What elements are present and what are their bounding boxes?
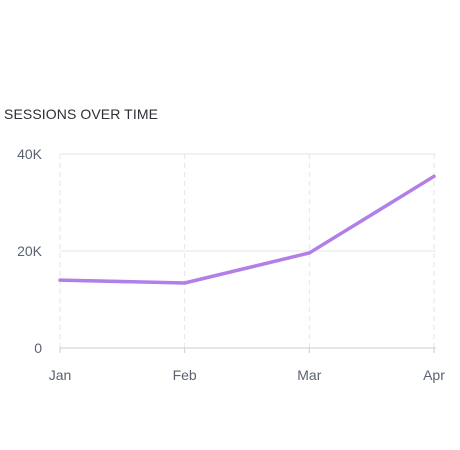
x-tick-label: Apr xyxy=(423,367,445,383)
data-point xyxy=(58,278,62,282)
x-tick-label: Mar xyxy=(297,367,321,383)
chart-title: SESSIONS OVER TIME xyxy=(4,106,159,122)
tick-labels: 0 20K 40K Jan Feb Mar Apr xyxy=(17,146,445,383)
y-tick-label: 40K xyxy=(17,146,43,162)
y-tick-label: 0 xyxy=(34,340,42,356)
data-point xyxy=(432,174,436,178)
x-tick-label: Feb xyxy=(173,367,197,383)
series-line xyxy=(58,174,436,285)
data-point xyxy=(183,281,187,285)
grid-lines xyxy=(59,153,436,348)
data-point xyxy=(307,251,311,255)
x-tick-label: Jan xyxy=(49,367,72,383)
y-tick-label: 20K xyxy=(17,243,43,259)
axes xyxy=(59,347,436,353)
series-layer xyxy=(58,174,436,285)
